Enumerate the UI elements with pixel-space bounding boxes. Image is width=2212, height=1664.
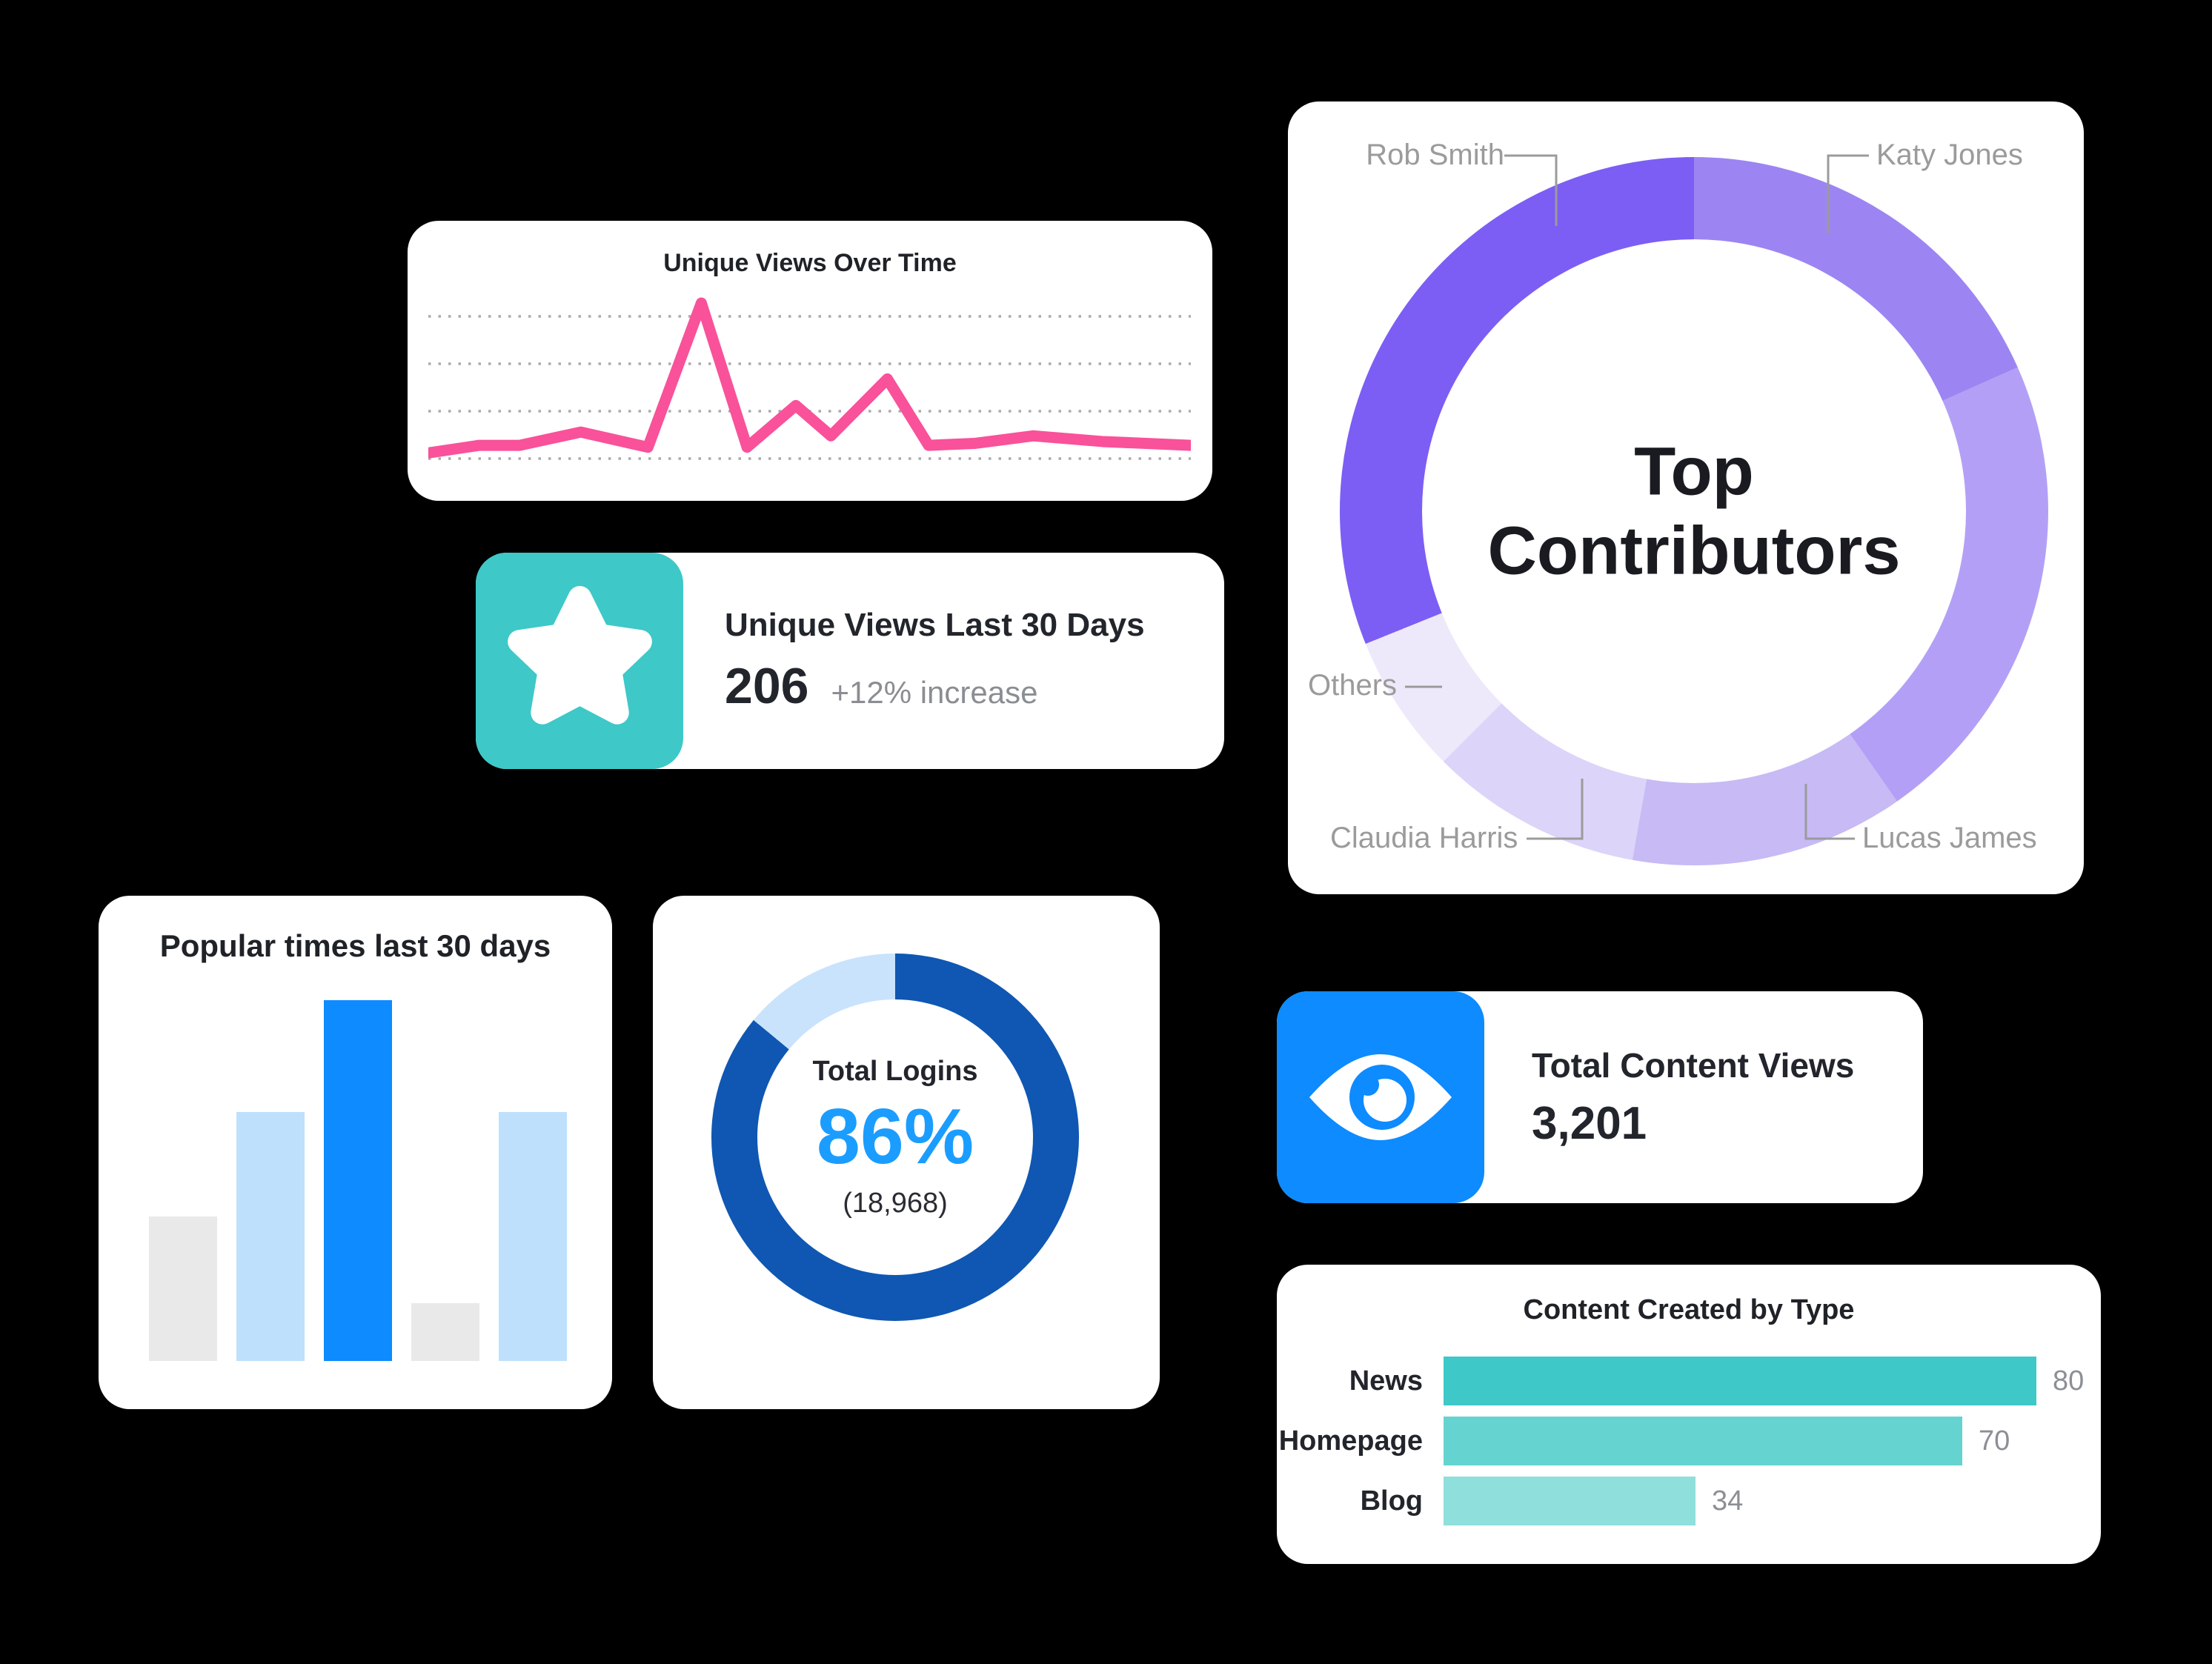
bar-label: News [1349,1365,1423,1397]
label-others: Others [1308,669,1398,702]
eye-icon [1309,1054,1452,1140]
top-contributors-donut-chart [1340,157,2048,865]
total-logins-donut-chart: Total Logins 86% (18,968) [711,954,1079,1321]
total-content-views-card: Total Content Views 3,201 [1277,991,1923,1203]
bar-row-homepage: Homepage 70 [1277,1417,2101,1465]
total-logins-title: Total Logins [812,1055,978,1087]
star-icon-block [476,553,683,769]
popular-times-title: Popular times last 30 days [159,928,551,963]
content-views-stat-text: Total Content Views 3,201 [1532,991,1854,1203]
total-logins-card: Total Logins 86% (18,968) [653,896,1160,1409]
content-by-type-bar-chart: News 80 Homepage 70 Blog 34 [1277,1357,2101,1537]
bar-row-blog: Blog 34 [1277,1477,2101,1525]
bar [1444,1357,2036,1405]
popular-times-card: Popular times last 30 days [99,896,612,1409]
content-views-value: 3,201 [1532,1097,1647,1149]
total-logins-count: (18,968) [843,1187,948,1219]
bar-value: 34 [1712,1485,1744,1517]
content-by-type-card: Content Created by Type News 80 Homepage… [1277,1265,2101,1564]
label-katy-jones: Katy Jones [1876,139,2023,171]
donut-hole: Total Logins 86% (18,968) [757,999,1033,1275]
total-logins-percent: 86% [816,1092,974,1180]
content-views-title: Total Content Views [1532,1045,1855,1085]
bar [1444,1417,1962,1465]
donut-hole [1422,239,1966,783]
bar [411,1303,479,1361]
label-lucas-james: Lucas James [1862,822,2037,854]
bar [1444,1477,1695,1525]
popular-times-bar-chart [149,1000,567,1361]
unique-views-stat-value: 206 [725,658,809,714]
donut-callout-lines [1405,154,1869,840]
bar-value: 70 [1979,1425,2010,1457]
unique-views-stat-text: Unique Views Last 30 Days 206 +12% incre… [725,553,1145,769]
bar [499,1112,567,1361]
unique-views-stat-title: Unique Views Last 30 Days [725,607,1145,643]
eye-icon-block [1277,991,1484,1203]
label-claudia-harris: Claudia Harris [1330,822,1518,854]
unique-views-line-chart [428,297,1191,460]
bar-label: Blog [1360,1485,1423,1517]
top-contributors-title: Top Contributors [1487,433,1901,588]
bar [149,1217,217,1361]
bar [324,1000,392,1361]
star-icon [507,585,652,725]
bar-row-news: News 80 [1277,1357,2101,1405]
bar-label: Homepage [1278,1425,1423,1457]
unique-views-stat-delta: +12% increase [831,675,1038,710]
unique-views-over-time-card: Unique Views Over Time [408,221,1212,501]
unique-views-stat-card: Unique Views Last 30 Days 206 +12% incre… [476,553,1224,769]
content-by-type-title: Content Created by Type [1523,1294,1855,1325]
label-rob-smith: Rob Smith [1366,139,1504,171]
top-contributors-card: Top Contributors Rob Smith Katy Jones Ot… [1288,101,2084,894]
bar-value: 80 [2053,1365,2085,1397]
bar [236,1112,305,1361]
unique-views-chart-title: Unique Views Over Time [663,249,957,277]
